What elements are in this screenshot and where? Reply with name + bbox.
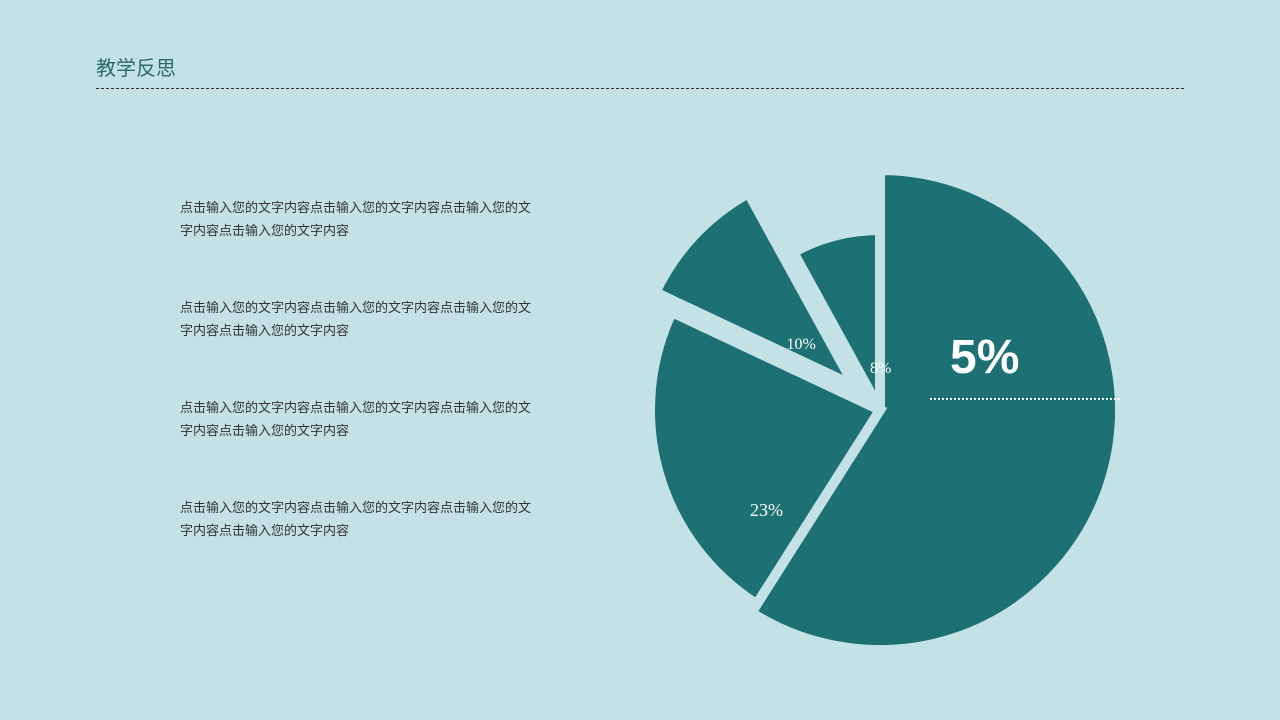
paragraph-4: 点击输入您的文字内容点击输入您的文字内容点击输入您的文字内容点击输入您的文字内容 [180, 496, 540, 543]
pie-svg [560, 120, 1200, 680]
slice-percent-label: 23% [750, 500, 783, 521]
paragraph-1: 点击输入您的文字内容点击输入您的文字内容点击输入您的文字内容点击输入您的文字内容 [180, 196, 540, 243]
slice-percent-label: 8% [870, 360, 891, 378]
pie-chart: 5% 23% 10% 8% [560, 120, 1200, 680]
big-percent-label: 5% [950, 330, 1019, 385]
paragraph-2: 点击输入您的文字内容点击输入您的文字内容点击输入您的文字内容点击输入您的文字内容 [180, 296, 540, 343]
slide-title: 教学反思 [96, 52, 176, 81]
big-percent-dash [930, 398, 1120, 400]
slice-percent-label: 10% [786, 336, 815, 354]
paragraph-3: 点击输入您的文字内容点击输入您的文字内容点击输入您的文字内容点击输入您的文字内容 [180, 396, 540, 443]
divider [96, 88, 1184, 89]
slide: 教学反思 点击输入您的文字内容点击输入您的文字内容点击输入您的文字内容点击输入您… [0, 0, 1280, 720]
